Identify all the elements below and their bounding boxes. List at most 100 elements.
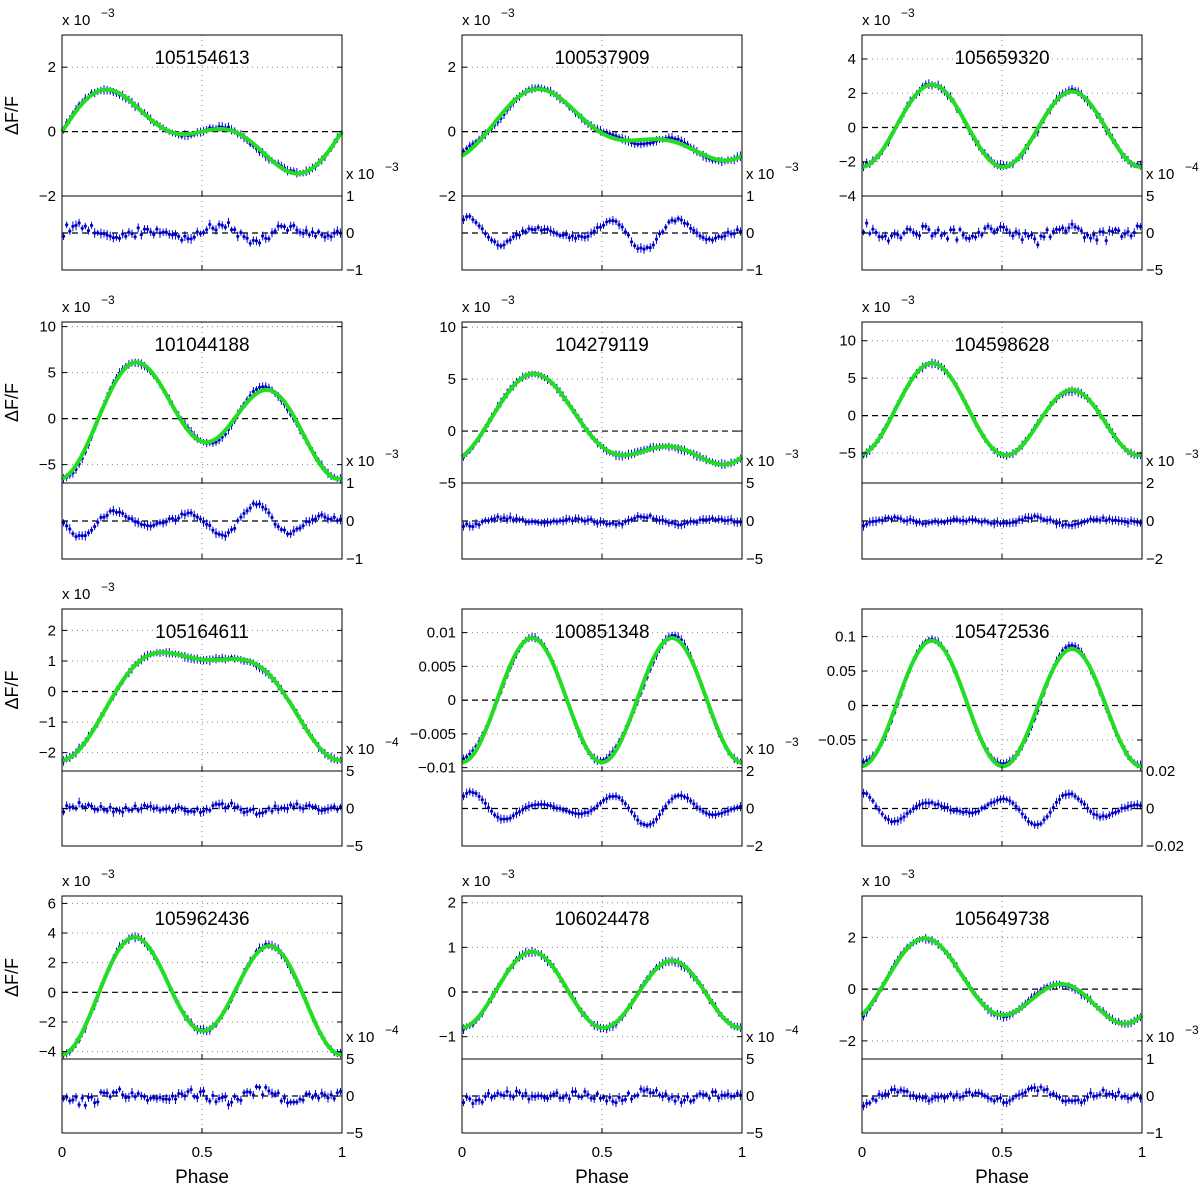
residual-point <box>530 803 534 807</box>
residual-point <box>670 520 674 525</box>
residual-point <box>1042 818 1046 822</box>
residual-point <box>93 231 97 235</box>
residual-point <box>973 1091 978 1095</box>
residual-point <box>236 1097 240 1101</box>
residual-point <box>617 1095 621 1100</box>
residual-point <box>329 806 333 810</box>
residual-point <box>949 808 953 812</box>
residual-point <box>695 520 699 525</box>
residual-point <box>595 804 599 808</box>
residual-point <box>173 518 178 522</box>
residual-point <box>273 522 277 526</box>
residual-point <box>561 808 565 812</box>
residual-point <box>270 809 274 813</box>
residual-point <box>567 810 571 814</box>
residual-point <box>642 822 646 827</box>
residual-point <box>117 510 122 514</box>
residual-point <box>930 1097 934 1101</box>
residual-exponent-label: x 10 <box>1146 453 1174 470</box>
residual-point <box>973 518 978 522</box>
residual-point <box>276 224 280 228</box>
residual-point <box>313 805 318 809</box>
residual-point <box>580 234 584 239</box>
residual-point <box>1005 228 1009 232</box>
residual-point <box>886 1092 891 1096</box>
residual-point <box>1138 804 1143 808</box>
residual-point <box>186 511 190 515</box>
exponent-label: x 10 <box>462 873 490 890</box>
data-point <box>648 141 652 145</box>
residual-point <box>68 1099 72 1103</box>
residual-point <box>242 1091 246 1095</box>
residual-point <box>511 235 515 239</box>
exponent-label: x 10 <box>462 299 490 316</box>
residual-point <box>726 1092 730 1096</box>
exponent-label-power: −3 <box>101 867 115 881</box>
residual-point <box>682 522 687 526</box>
residual-point <box>589 517 593 521</box>
residual-point <box>617 796 621 800</box>
residual-point <box>883 1092 887 1096</box>
residual-point <box>1042 518 1046 522</box>
residual-point <box>952 517 956 521</box>
residual-point <box>292 529 296 533</box>
residual-point <box>480 1100 484 1104</box>
residual-point <box>189 237 193 241</box>
residual-point <box>542 802 547 807</box>
residual-point <box>611 794 615 799</box>
residual-point <box>121 511 125 516</box>
residual-point <box>205 228 209 232</box>
residual-point <box>905 227 909 231</box>
ytick-label: −4 <box>839 188 856 205</box>
residual-point <box>220 802 224 806</box>
exponent-label: x 10 <box>62 12 90 29</box>
data-point <box>651 140 655 144</box>
residual-point <box>973 235 978 239</box>
residual-point <box>158 1095 162 1099</box>
residual-point <box>682 795 687 799</box>
residual-point <box>661 230 665 234</box>
residual-point <box>1098 230 1102 234</box>
residual-point <box>952 1095 956 1099</box>
residual-point <box>298 805 302 810</box>
residual-point <box>335 1091 339 1095</box>
residual-point <box>468 524 472 528</box>
residual-point <box>198 810 203 814</box>
residual-point <box>899 517 903 521</box>
residual-point <box>936 802 940 806</box>
residual-point <box>105 809 109 813</box>
ytick-label: −4 <box>39 1044 56 1061</box>
residual-point <box>307 803 311 808</box>
residual-point <box>127 516 131 521</box>
residual-point <box>896 819 900 823</box>
residual-point <box>68 229 72 233</box>
residual-point <box>245 809 249 814</box>
residual-point <box>1029 821 1034 825</box>
residual-point <box>508 1094 512 1098</box>
residual-point <box>233 1094 237 1099</box>
residual-point <box>1026 234 1031 238</box>
data-point <box>254 387 259 391</box>
residual-point <box>911 230 915 235</box>
residual-exponent-label: x 10 <box>346 741 374 758</box>
residual-point <box>1117 1090 1121 1094</box>
residual-point <box>1085 1095 1090 1099</box>
residual-point <box>251 807 255 812</box>
model-curve <box>861 82 1142 169</box>
residual-point <box>735 228 739 232</box>
residual-point <box>198 1090 203 1094</box>
residual-point <box>945 805 950 810</box>
residual-point <box>899 236 903 240</box>
residual-point <box>74 1095 78 1099</box>
residual-point <box>164 230 168 234</box>
data-point <box>861 760 866 764</box>
residual-point <box>521 229 525 233</box>
ytick-label: −2 <box>39 1014 56 1031</box>
residual-point <box>698 807 702 811</box>
residual-point <box>558 1096 562 1100</box>
panel-100537909: 2 0 −2 1 0 −1 x 10 −3 x 10 −3 100537909 <box>439 6 799 279</box>
residual-point <box>461 1100 466 1105</box>
residual-point <box>636 1093 640 1097</box>
residual-point <box>545 1096 550 1100</box>
x-axis-label: Phase <box>975 1167 1029 1185</box>
